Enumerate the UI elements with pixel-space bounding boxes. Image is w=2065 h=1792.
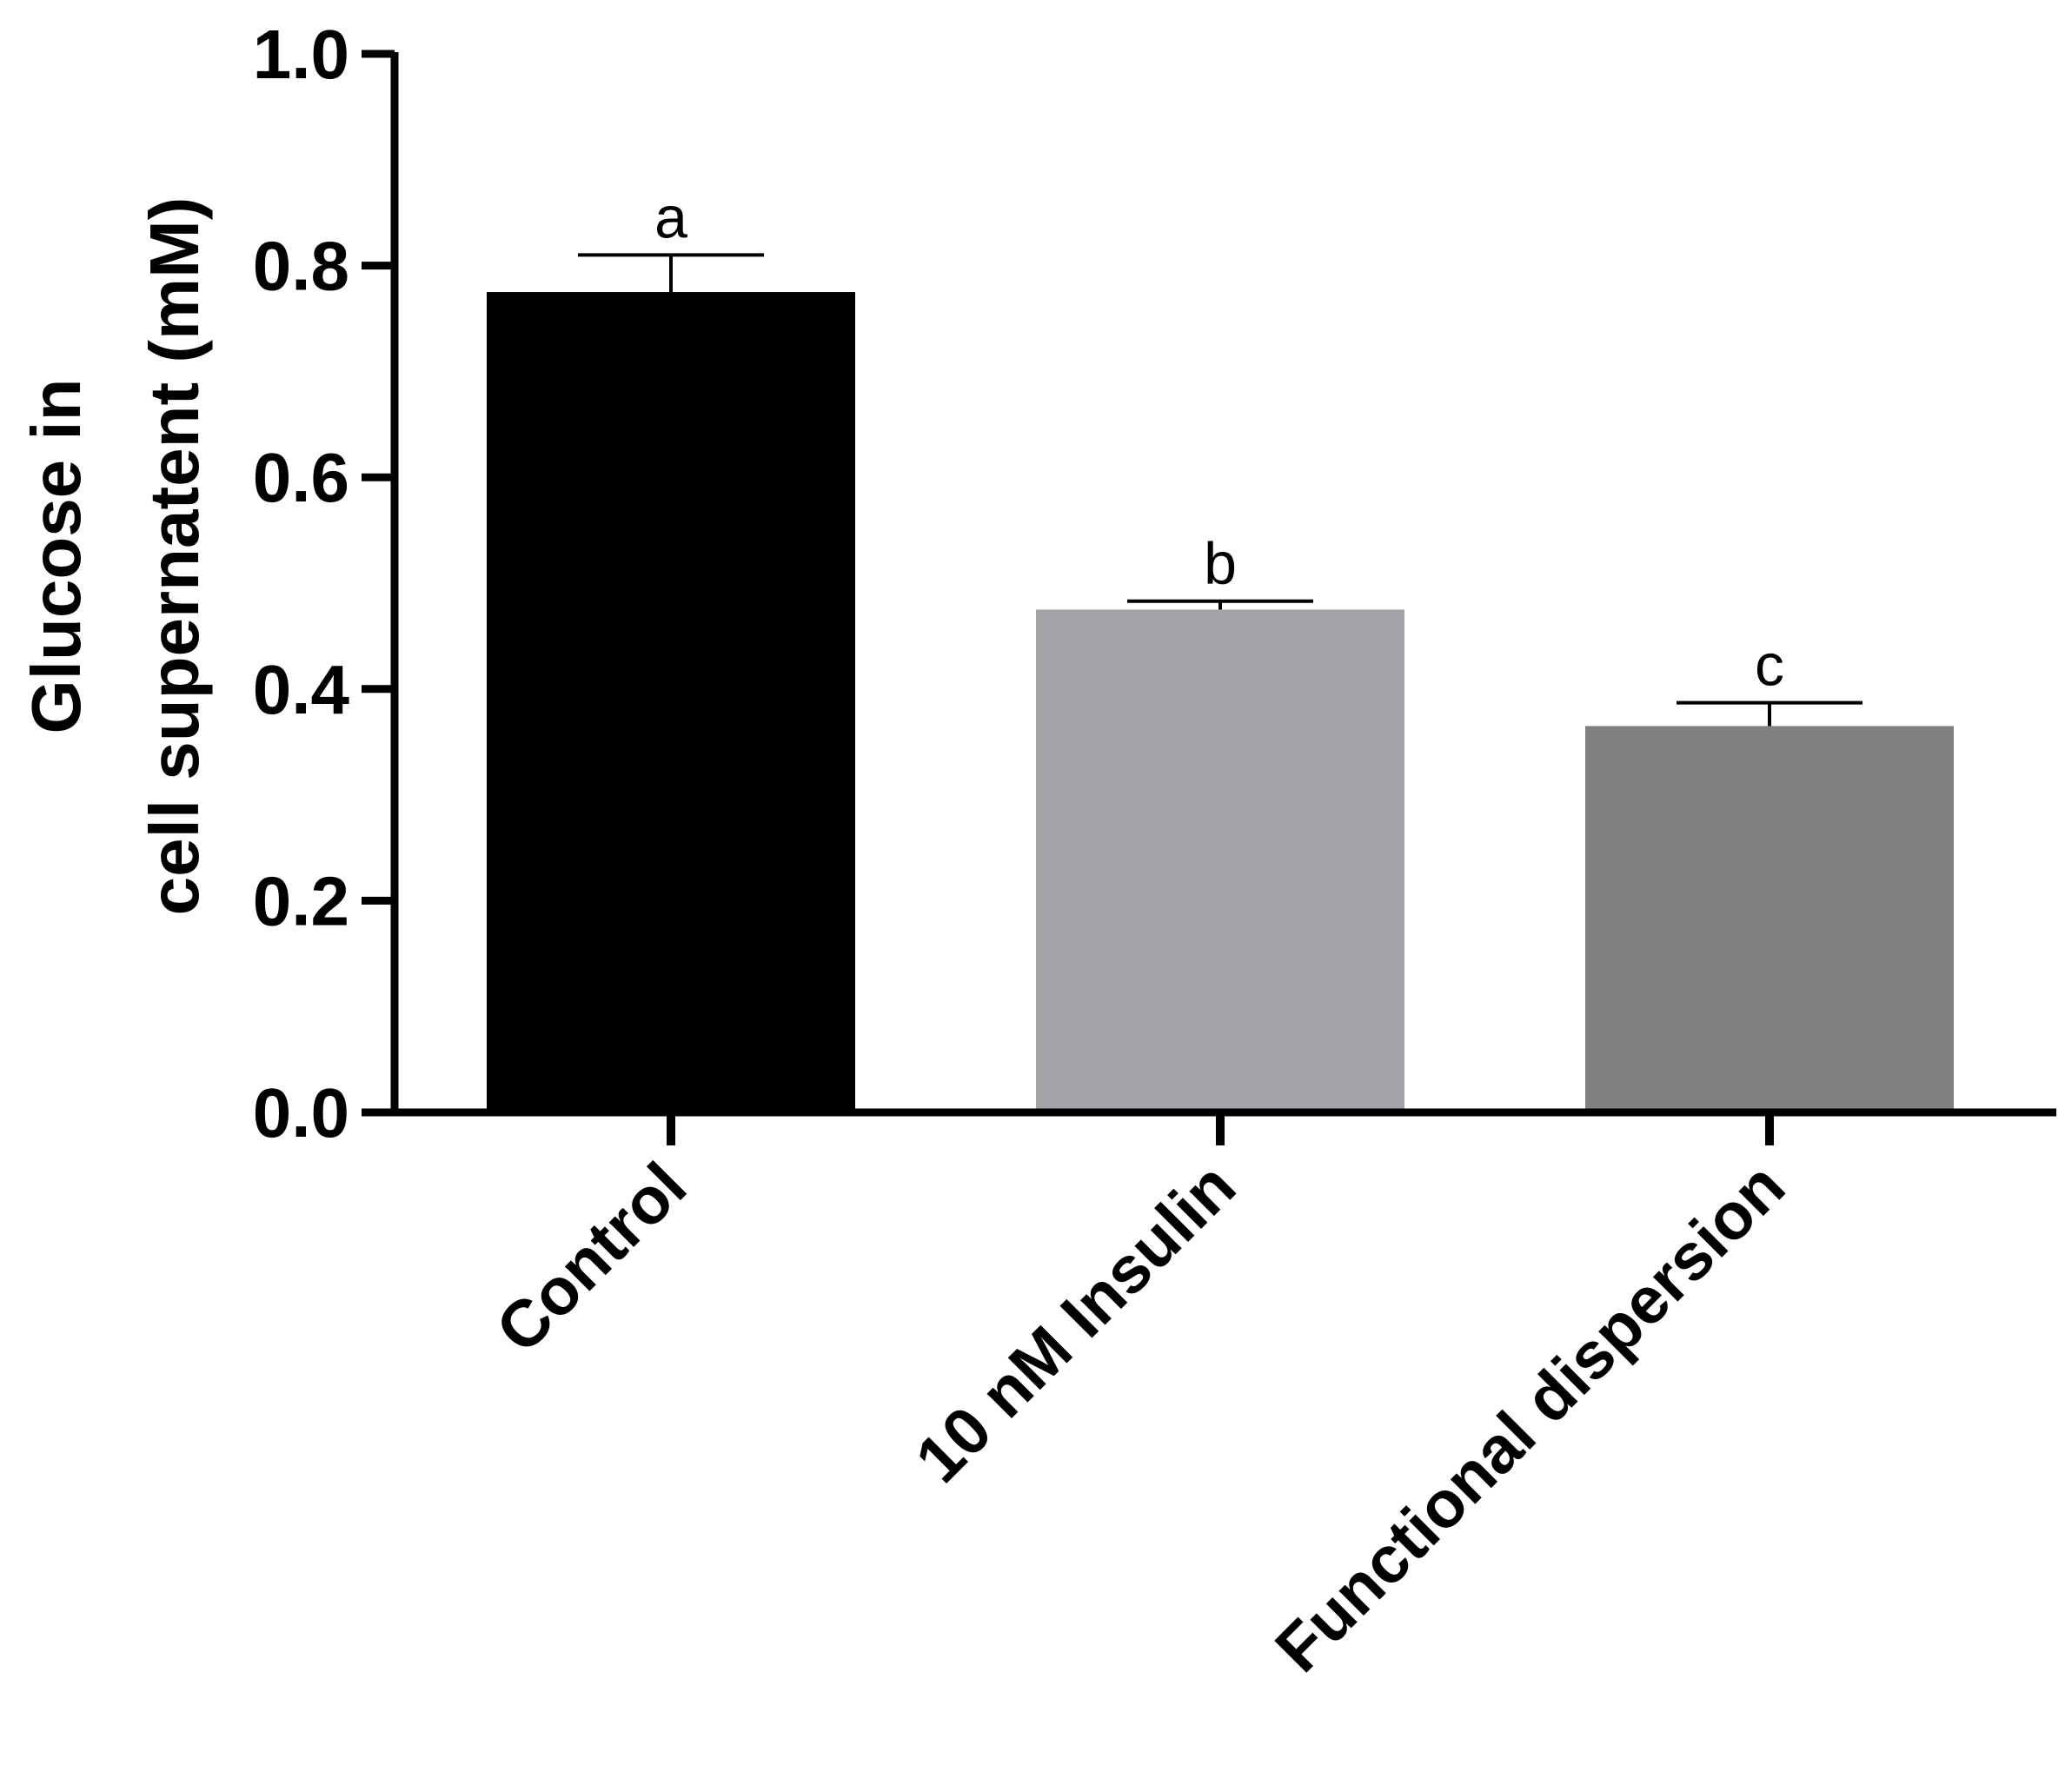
- significance-letter: b: [1204, 531, 1237, 597]
- y-axis-title: Glucose in cell supernatent (mM): [17, 197, 213, 916]
- significance-letter: a: [654, 184, 687, 250]
- y-axis-title-line-1: Glucose in: [17, 379, 95, 734]
- significance-letter: c: [1755, 633, 1784, 699]
- y-ticks: 0.0 0.2 0.4 0.6 0.8 1.0: [253, 16, 395, 1152]
- x-tick-label: Functional dispersion: [1262, 1149, 1799, 1686]
- x-tick-label: Control: [482, 1149, 701, 1367]
- error-bar: [578, 253, 764, 293]
- bar-10-nm-insulin: [1036, 609, 1404, 1112]
- y-tick-label: 0.8: [253, 228, 349, 305]
- x-ticks: Control 10 nM Insulin Functional dispersio…: [482, 1112, 1799, 1686]
- bar-control: [487, 292, 855, 1112]
- significance-letters: a b c: [654, 184, 1784, 698]
- y-tick-label: 1.0: [253, 16, 349, 93]
- y-axis-title-line-2: cell supernatent (mM): [136, 197, 213, 916]
- error-bar: [1127, 599, 1313, 610]
- x-tick-label: 10 nM Insulin: [902, 1149, 1250, 1497]
- bars: [487, 292, 1954, 1112]
- y-tick-label: 0.4: [253, 651, 350, 728]
- y-tick-label: 0.0: [253, 1074, 349, 1152]
- y-tick-label: 0.2: [253, 862, 349, 939]
- error-bars: [578, 253, 1862, 727]
- y-tick-label: 0.6: [253, 439, 349, 516]
- error-bar: [1677, 700, 1862, 727]
- bar-functional-dispersion: [1585, 726, 1954, 1112]
